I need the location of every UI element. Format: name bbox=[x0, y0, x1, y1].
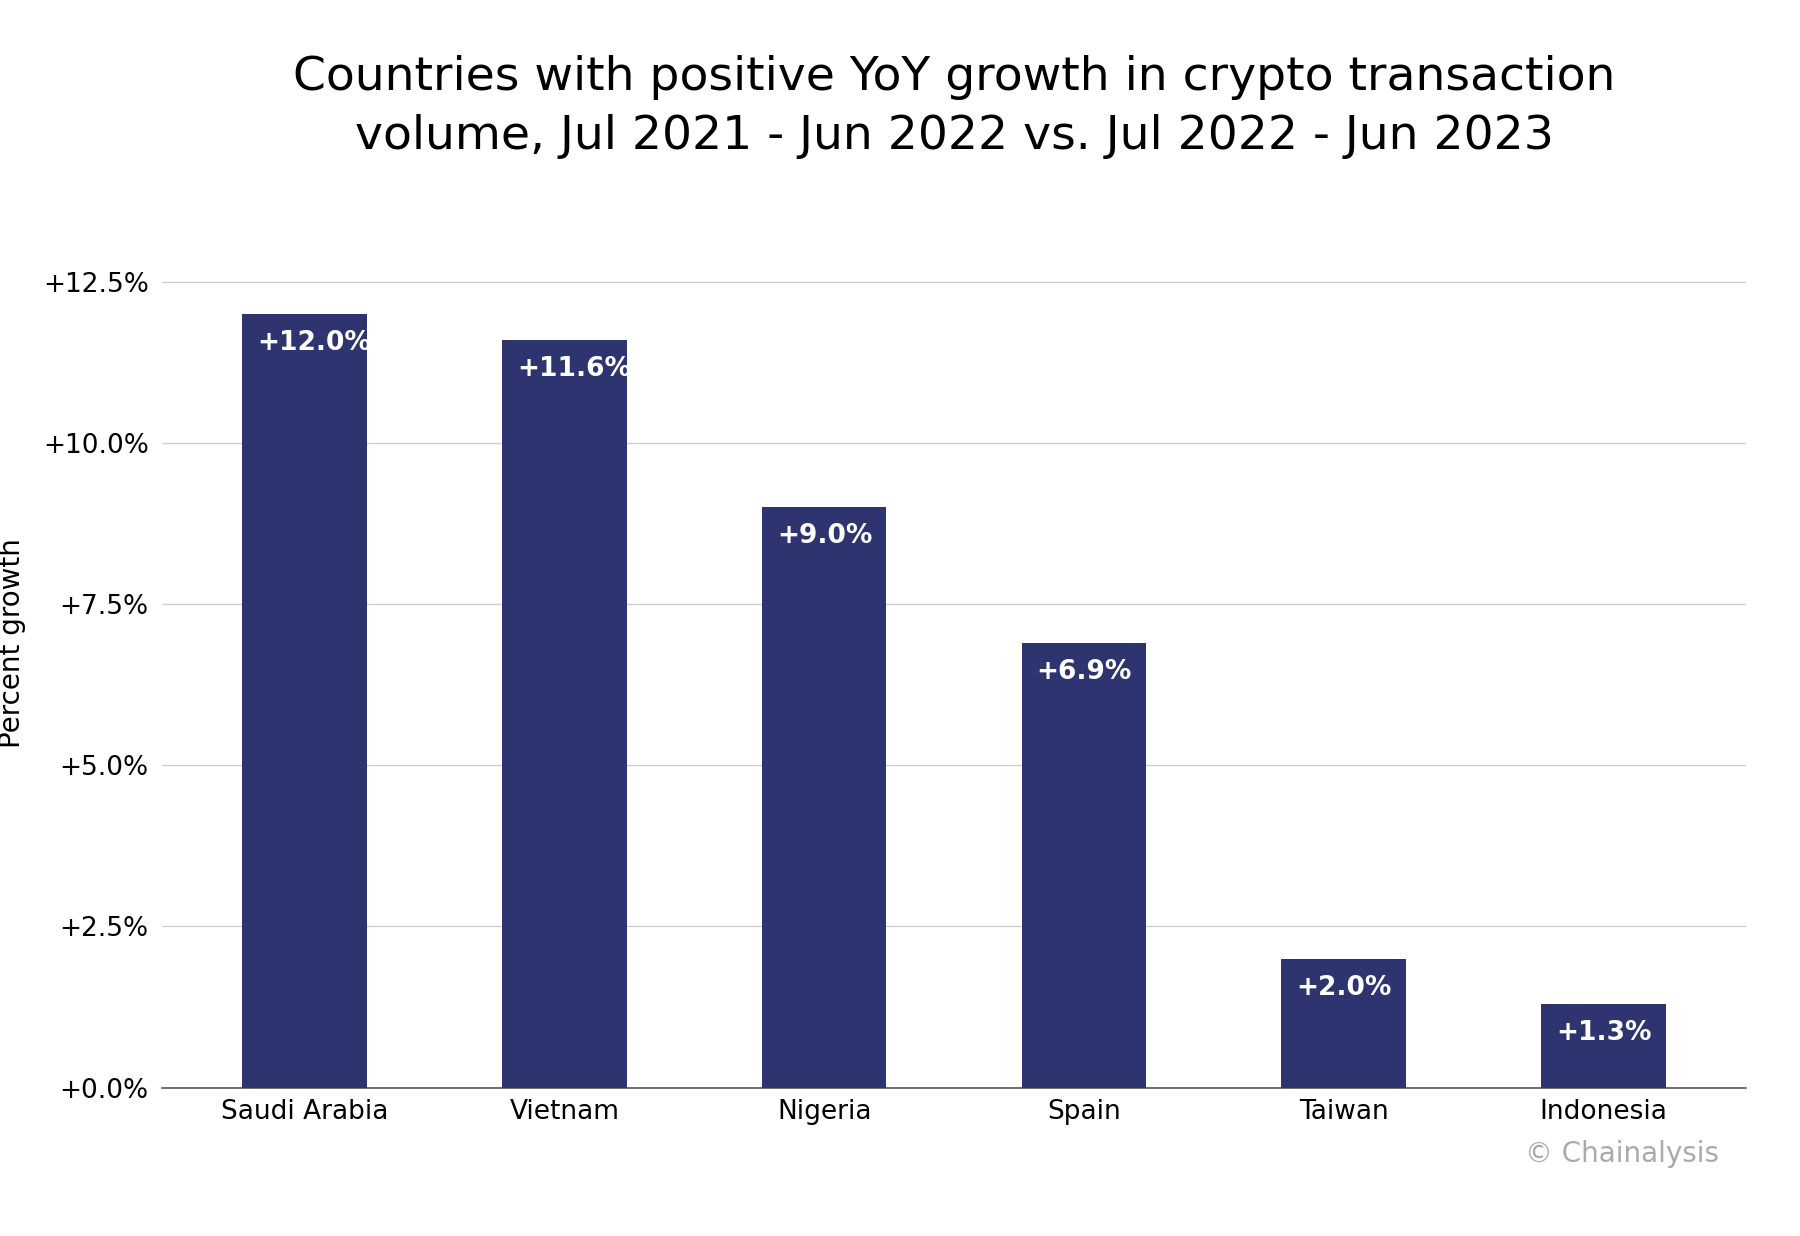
Text: +1.3%: +1.3% bbox=[1555, 1020, 1651, 1046]
Bar bbox=[502, 340, 626, 1088]
Y-axis label: Percent growth: Percent growth bbox=[0, 538, 27, 748]
Title: Countries with positive YoY growth in crypto transaction
volume, Jul 2021 - Jun : Countries with positive YoY growth in cr… bbox=[293, 56, 1615, 159]
Bar bbox=[761, 507, 886, 1088]
Bar bbox=[1282, 959, 1406, 1088]
Bar bbox=[1022, 643, 1147, 1088]
Text: +12.0%: +12.0% bbox=[257, 330, 371, 356]
Bar bbox=[1541, 1004, 1665, 1088]
Text: +11.6%: +11.6% bbox=[517, 356, 632, 382]
Text: +9.0%: +9.0% bbox=[778, 523, 873, 550]
Text: © Chainalysis: © Chainalysis bbox=[1525, 1140, 1719, 1168]
Bar bbox=[243, 314, 367, 1088]
Text: +6.9%: +6.9% bbox=[1037, 659, 1132, 685]
Text: +2.0%: +2.0% bbox=[1296, 975, 1391, 1001]
